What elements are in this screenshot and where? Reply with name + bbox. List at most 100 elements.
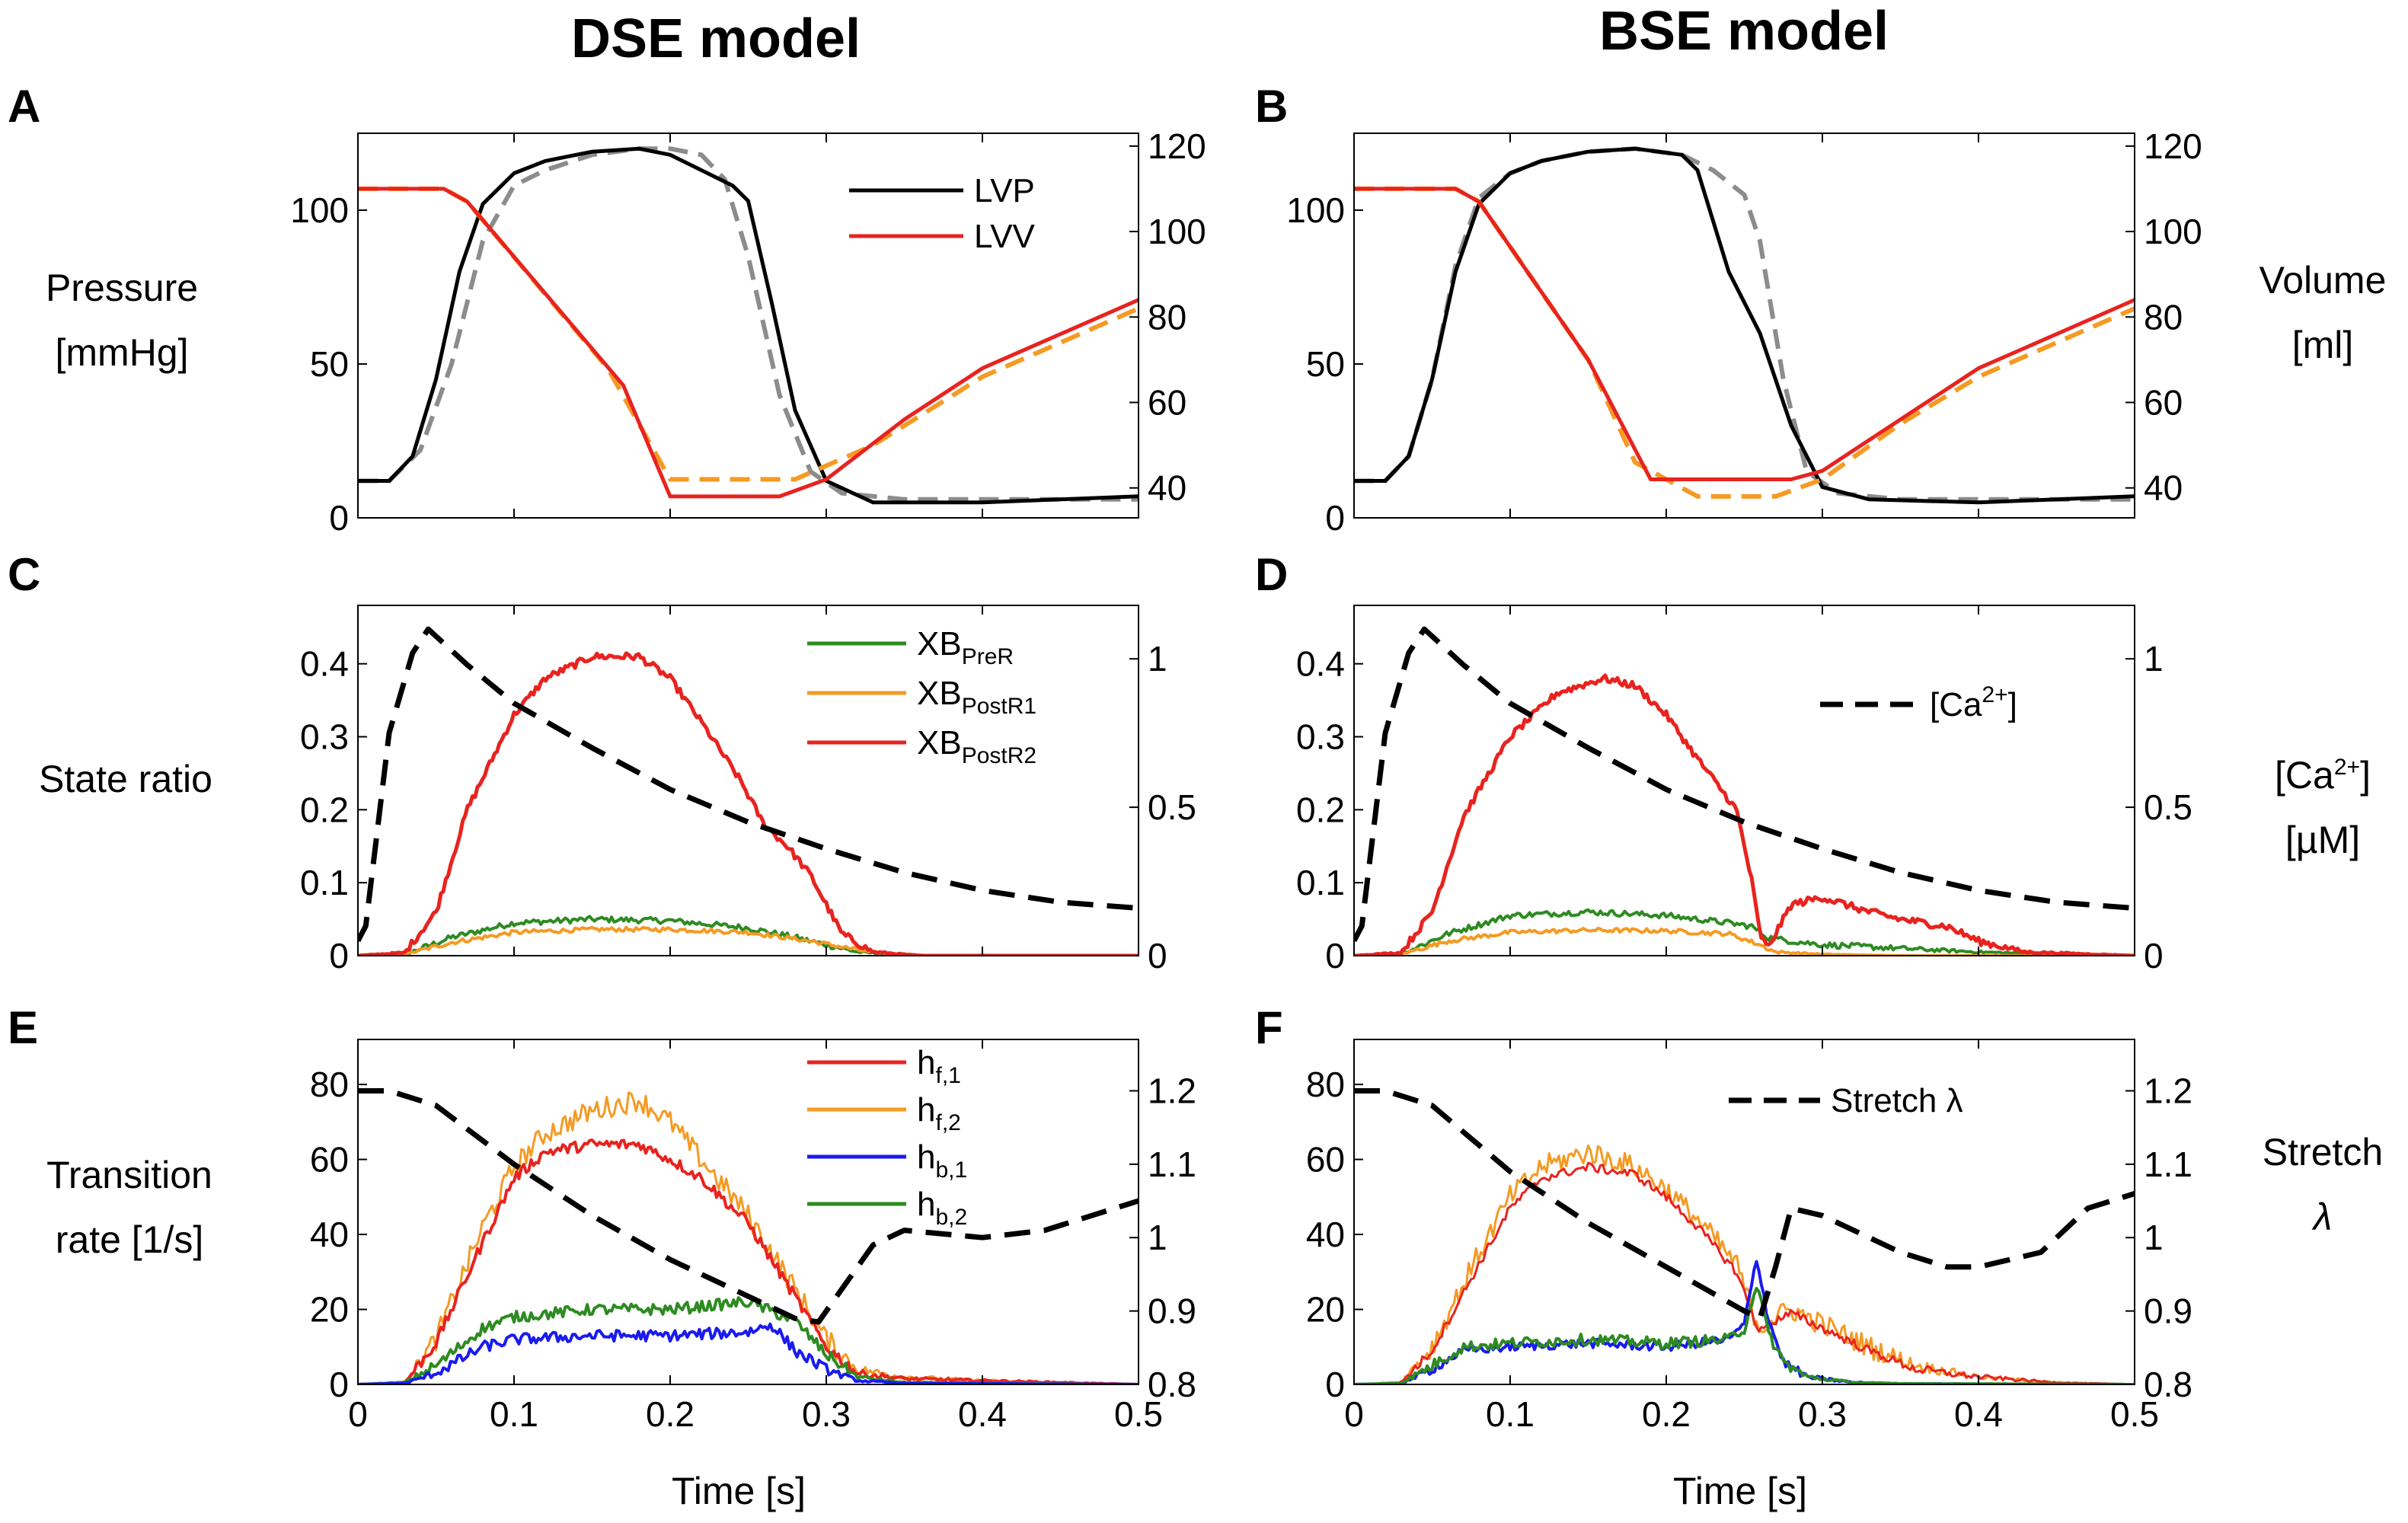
panel-b: 0 50 100 40 60 80 100 120 Volume [ml] [1286,126,2386,538]
y-tick-label-left-d-3: 0.3 [1296,717,1345,757]
series-c-xb-postr2 [358,651,1139,956]
panel-f: 0 0.1 0.2 0.3 0.4 0.5 0 20 40 60 80 0.8 0.9 1 1.1 1.2 St… [1306,1039,2383,1434]
panel-c: 0 0.1 0.2 0.3 0.4 0 0.5 1 State ratio XBPreR XBPos… [39,605,1196,975]
y-axis-label-c-0: State ratio [39,758,212,800]
y-tick-label-right-a-0: 40 [1148,468,1186,508]
y-tick-label-left-c-1: 0.1 [300,863,349,902]
legend-label-c-1: XBPostR1 [917,675,1036,719]
y-tick-label-right-e-1: 0.9 [1148,1292,1196,1331]
series-c-xb-prer [358,915,1139,956]
x-tick-label-f-5: 0.5 [2110,1394,2159,1434]
y-axis-label-a-1: [mmHg] [56,331,189,374]
series-f-h-b-2 [1354,1286,2135,1384]
series-f-h-f-1 [1354,1161,2135,1384]
y-tick-label-left-d-0: 0 [1325,936,1345,975]
x-tick-label-e-1: 0.1 [490,1394,538,1434]
series-group-a [358,146,1139,505]
y-tick-label-right-b-0: 40 [2144,468,2183,508]
y-tick-label-right-f-1: 0.9 [2144,1292,2192,1331]
plot-frame-a [357,133,1139,519]
y-tick-label-right-a-2: 80 [1148,297,1186,337]
series-e-h-b-1 [358,1322,1139,1384]
panel-label-c: C [8,549,40,600]
series-d-ca2- [1354,626,2135,943]
panel-d: 0 0.1 0.2 0.3 0.4 0 0.5 1 [Ca2+] [µM] [Ca2+] [1296,605,2371,975]
x-tick-label-e-5: 0.5 [1114,1394,1163,1434]
x-axis-label-left: Time [s] [672,1470,806,1512]
panel-label-f: F [1255,1002,1283,1053]
y-tick-label-left-d-1: 0.1 [1296,863,1345,902]
y-axis-label-d-1: [µM] [2285,819,2360,861]
y-tick-label-right-d-1: 0.5 [2144,787,2192,827]
series-e-stretch [358,1088,1139,1325]
x-axis-label-right: Time [s] [1673,1470,1807,1512]
legend-label-e-3: hb,2 [917,1186,967,1230]
legend-label-a-1: LVV [974,218,1036,255]
series-c-xb-postr1 [358,925,1139,956]
plot-frame-e [357,1039,1139,1385]
panel-label-b: B [1255,81,1288,132]
series-group-b [1354,146,2135,505]
series-d-xb-postr1 [1354,926,2135,956]
y-axis-label-b-1: [ml] [2292,324,2354,366]
y-tick-label-left-f-1: 20 [1306,1290,1345,1330]
legend-label-a-0: LVP [974,172,1035,209]
y-axis-label-e-1: rate [1/s] [56,1218,204,1261]
y-tick-label-right-e-3: 1.1 [1148,1145,1196,1184]
y-axis-label-a-0: Pressure [46,267,198,309]
y-tick-label-left-f-3: 60 [1306,1140,1345,1180]
y-tick-label-left-c-3: 0.3 [300,717,349,757]
series-e-h-b-2 [358,1296,1139,1384]
y-tick-label-right-b-3: 100 [2144,212,2202,251]
series-b-lvp [1354,146,2135,505]
x-tick-label-f-1: 0.1 [1486,1394,1535,1434]
y-tick-label-right-f-4: 1.2 [2144,1071,2192,1110]
plots-layer: 050100406080100120Pressure[mmHg]LVPLVV05… [39,126,2386,1434]
series-d-xb-prer [1354,908,2135,956]
y-tick-label-right-b-4: 120 [2144,126,2202,166]
series-group-e [358,1088,1139,1384]
y-tick-label-left-e-0: 0 [329,1365,349,1404]
y-tick-label-left-a-1: 50 [310,344,349,384]
column-title-dse: DSE model [571,8,861,69]
legend-label-e-1: hf,2 [917,1091,961,1135]
y-tick-label-left-f-0: 0 [1325,1365,1345,1404]
y-tick-label-right-f-0: 0.8 [2144,1365,2192,1404]
legend-label-e-0: hf,1 [917,1044,961,1088]
y-tick-label-right-e-0: 0.8 [1148,1365,1196,1404]
plot-frame-f [1353,1039,2135,1385]
y-tick-label-left-a-2: 100 [290,190,349,230]
y-tick-label-left-d-2: 0.2 [1296,790,1345,829]
series-group-d [1354,626,2135,956]
series-group-c [358,626,1139,956]
legend-label-c-2: XBPostR2 [917,724,1036,768]
legend-label-d-0: [Ca2+] [1930,682,2017,723]
y-tick-label-left-e-2: 40 [310,1215,349,1254]
y-tick-label-right-d-0: 0 [2144,936,2164,975]
y-tick-label-left-d-4: 0.4 [1296,644,1345,684]
y-tick-label-right-b-1: 60 [2144,383,2183,423]
panel-label-d: D [1255,549,1288,600]
series-d-xb-postr2 [1354,673,2135,956]
series-a-lvv [358,187,1139,499]
y-tick-label-right-a-4: 120 [1148,126,1206,166]
y-tick-label-right-d-2: 1 [2144,639,2164,678]
y-axis-label-f-1: λ [2311,1196,2333,1238]
plot-frame-d [1353,605,2135,956]
series-b-lvv-ref [1354,186,2135,499]
column-title-bse: BSE model [1599,1,1889,62]
panel-label-a: A [8,81,40,132]
y-tick-label-right-f-3: 1.1 [2144,1145,2192,1184]
y-tick-label-left-e-4: 80 [310,1065,349,1104]
y-tick-label-left-c-0: 0 [329,936,349,975]
x-tick-label-f-0: 0 [1344,1394,1364,1434]
series-e-h-f-1 [358,1138,1139,1384]
y-tick-label-left-c-2: 0.2 [300,790,349,829]
y-tick-label-right-c-0: 0 [1148,936,1167,975]
x-tick-label-f-3: 0.3 [1798,1394,1847,1434]
y-tick-label-left-e-1: 20 [310,1290,349,1330]
y-axis-label-b-0: Volume [2259,259,2387,302]
y-axis-label-f-0: Stretch [2263,1131,2383,1173]
y-tick-label-left-f-2: 40 [1306,1215,1345,1254]
